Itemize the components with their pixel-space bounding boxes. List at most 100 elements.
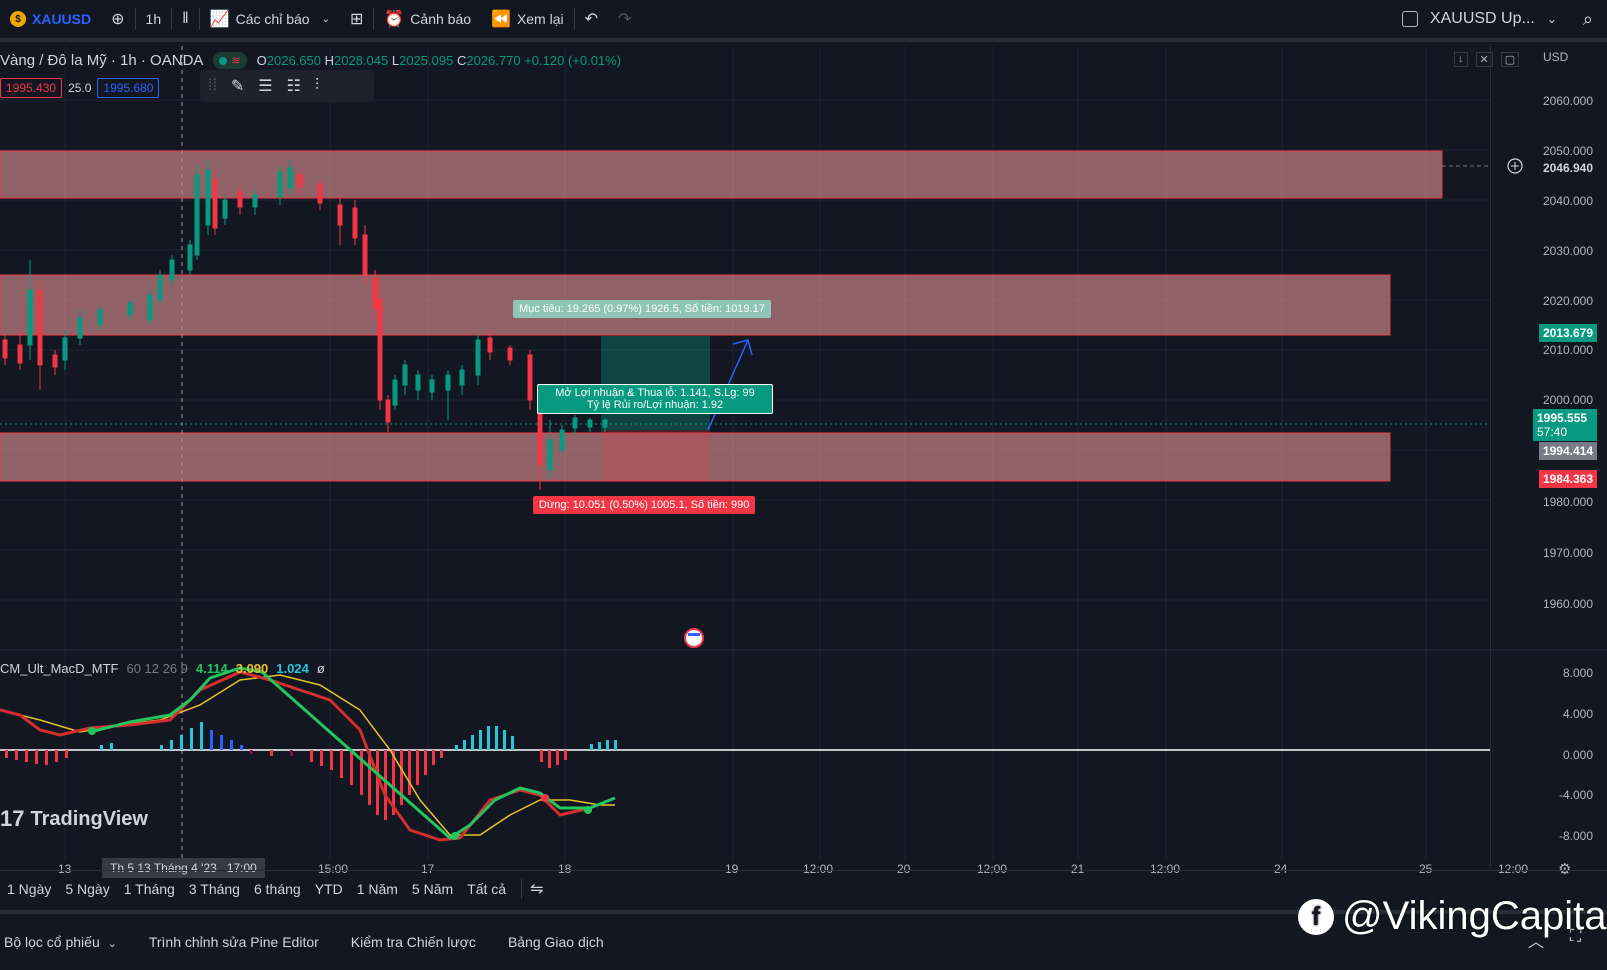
axis-tick: 2060.000 bbox=[1542, 94, 1593, 108]
goto-date-icon[interactable]: ⇋ bbox=[530, 880, 544, 898]
support-zone bbox=[0, 432, 1391, 482]
range-1m[interactable]: 1 Tháng bbox=[123, 880, 175, 897]
time-tick: 12:00 bbox=[1498, 862, 1529, 876]
add-symbol-button[interactable]: ⊕ bbox=[101, 0, 134, 38]
range-3m[interactable]: 3 Tháng bbox=[188, 880, 240, 897]
bid-price[interactable]: 1995.430 bbox=[0, 78, 63, 98]
position-target-box bbox=[601, 336, 710, 430]
interval-label: 1h bbox=[145, 11, 162, 27]
stop-label[interactable]: Dừng: 10.051 (0.50%) 1005.1, Số tiền: 99… bbox=[533, 496, 756, 514]
axis-tick: 2010.000 bbox=[1542, 343, 1593, 357]
gold-logo-icon: $ bbox=[10, 11, 26, 27]
divider bbox=[171, 8, 173, 30]
search-icon[interactable]: ⌕ bbox=[1582, 8, 1593, 29]
chart-legend: Vàng / Đô la Mỹ · 1h · OANDA ≋ O2026.650… bbox=[0, 52, 621, 69]
range-6m[interactable]: 6 tháng bbox=[253, 880, 301, 897]
chevron-down-icon: ⌄ bbox=[107, 938, 117, 950]
time-tick: 24 bbox=[1274, 862, 1288, 876]
replay-button[interactable]: ⏪ Xem lại bbox=[481, 0, 574, 38]
tab-pine-editor[interactable]: Trình chỉnh sửa Pine Editor bbox=[148, 934, 319, 950]
range-1y[interactable]: 1 Năm bbox=[356, 880, 398, 897]
drag-handle-icon[interactable]: ⁞⁞ bbox=[208, 77, 217, 94]
price-axis[interactable]: USD 2060.000 2050.000 2040.000 2030.000 … bbox=[1490, 46, 1607, 866]
axis-tick: 4.000 bbox=[1562, 707, 1593, 721]
entry-price-tag: 1994.414 bbox=[1538, 442, 1597, 460]
layouts-button[interactable]: ⊞ bbox=[340, 0, 373, 38]
macd-histogram bbox=[5, 722, 617, 820]
rewind-icon: ⏪ bbox=[491, 11, 511, 28]
tab-strategy-tester[interactable]: Kiểm tra Chiến lược bbox=[350, 934, 476, 950]
currency-selector[interactable]: USD bbox=[1543, 50, 1569, 64]
position-stop-box bbox=[601, 430, 710, 481]
time-tick: 12:00 bbox=[977, 862, 1008, 876]
interval-button[interactable]: 1h bbox=[136, 0, 172, 38]
symbol-search[interactable]: $ XAUUSD bbox=[0, 0, 101, 38]
tab-trading-panel[interactable]: Bảng Giao dịch bbox=[507, 934, 604, 950]
collapse-icon[interactable]: ✕ bbox=[1475, 52, 1493, 67]
macd-cross-dot bbox=[541, 794, 549, 802]
macd-value-2: 3.090 bbox=[235, 661, 269, 676]
price-chart[interactable] bbox=[0, 46, 1607, 886]
pitchfork-tool-icon[interactable]: ☷ bbox=[286, 78, 301, 95]
ask-price[interactable]: 1995.680 bbox=[97, 78, 160, 98]
undo-button[interactable]: ↶ bbox=[575, 0, 608, 38]
time-tick: 15:00 bbox=[318, 862, 349, 876]
time-tick: 25 bbox=[1419, 862, 1433, 876]
alarm-icon: ⏰ bbox=[384, 11, 405, 28]
date-range-bar: 1 Ngày 5 Ngày 1 Tháng 3 Tháng 6 tháng YT… bbox=[0, 870, 1607, 906]
move-down-icon[interactable]: ↓ bbox=[1454, 52, 1468, 67]
indicators-label: Các chỉ báo bbox=[235, 11, 310, 27]
macd-line-green bbox=[89, 666, 616, 840]
collapse-panel-icon[interactable]: ︿ bbox=[1528, 934, 1545, 951]
target-label[interactable]: Mục tiêu: 19.265 (0.97%) 1926.5, Số tiền… bbox=[513, 300, 771, 318]
time-axis[interactable]: 13 Th 5 13 Tháng 4 '23 17:00 15:00 17 18… bbox=[0, 858, 1607, 882]
us-event-flag-icon bbox=[684, 628, 704, 648]
indicators-button[interactable]: 📈 Các chỉ báo ⌄ bbox=[200, 0, 340, 38]
chevron-down-icon[interactable]: ⌄ bbox=[1546, 12, 1557, 26]
divider bbox=[134, 8, 136, 30]
axis-tick: 2020.000 bbox=[1542, 294, 1593, 308]
axis-tick: 1960.000 bbox=[1542, 597, 1593, 611]
position-info-line1: Mở Lợi nhuận & Thua lỗ: 1.141, S.Lg: 99 bbox=[555, 387, 755, 399]
bottom-panel-tabs: Bộ lọc cổ phiếu ⌄ Trình chỉnh sửa Pine E… bbox=[0, 910, 1607, 970]
pattern-tool-icon[interactable]: ⫶ bbox=[314, 77, 319, 94]
bar-countdown: 57:40 bbox=[1537, 425, 1568, 439]
position-info-box[interactable]: Mở Lợi nhuận & Thua lỗ: 1.141, S.Lg: 99 … bbox=[537, 384, 773, 414]
settings-gear-icon[interactable]: ⚙ bbox=[1558, 861, 1572, 878]
indicators-icon: 📈 bbox=[209, 11, 230, 28]
range-1d[interactable]: 1 Ngày bbox=[7, 880, 52, 897]
macd-cross-dot bbox=[584, 806, 592, 814]
arrow-head bbox=[732, 339, 753, 356]
fib-tool-icon[interactable]: ☰ bbox=[258, 78, 273, 95]
top-toolbar: $ XAUUSD ⊕ 1h ǁ 📈 Các chỉ báo ⌄ ⊞ ⏰ Cảnh… bbox=[0, 0, 1607, 42]
undo-icon: ↶ bbox=[584, 11, 599, 28]
tab-stock-screener[interactable]: Bộ lọc cổ phiếu ⌄ bbox=[4, 934, 117, 950]
replay-label: Xem lại bbox=[516, 11, 564, 27]
chart-type-button[interactable]: ǁ bbox=[172, 0, 199, 38]
time-tick: 12:00 bbox=[803, 862, 834, 876]
position-info-line2: Tỷ lệ Rủi ro/Lợi nhuận: 1.92 bbox=[586, 399, 724, 411]
facebook-watermark: f @VikingCapital bbox=[1298, 894, 1607, 939]
grid-icon: ⊞ bbox=[349, 11, 364, 28]
fullscreen-icon[interactable]: ⛶ bbox=[1570, 928, 1582, 945]
current-price: 1995.555 bbox=[1537, 411, 1588, 425]
maximize-icon[interactable]: ▢ bbox=[1500, 52, 1520, 67]
divider bbox=[373, 8, 375, 30]
range-5y[interactable]: 5 Năm bbox=[411, 880, 454, 897]
watchlist-label[interactable]: XAUUSD Up... bbox=[1429, 10, 1535, 27]
axis-tick: 2040.000 bbox=[1542, 194, 1593, 208]
redo-button[interactable]: ↷ bbox=[608, 0, 641, 38]
time-tick: 17 bbox=[421, 862, 435, 876]
line-tool-icon[interactable]: ✎ bbox=[230, 78, 245, 95]
axis-tick: 1970.000 bbox=[1542, 546, 1593, 560]
time-tick: 21 bbox=[1071, 862, 1085, 876]
crosshair-time-label: Th 5 13 Tháng 4 '23 17:00 bbox=[102, 858, 265, 878]
alerts-button[interactable]: ⏰ Cảnh báo bbox=[374, 0, 481, 38]
time-tick: 19 bbox=[725, 862, 739, 876]
range-all[interactable]: Tất cả bbox=[467, 880, 507, 897]
range-5d[interactable]: 5 Ngày bbox=[65, 880, 110, 897]
range-ytd[interactable]: YTD bbox=[314, 880, 343, 897]
tradingview-text: TradingView bbox=[30, 807, 148, 830]
watchlist-checkbox[interactable] bbox=[1401, 11, 1418, 27]
current-price-tag: 1995.555 57:40 bbox=[1533, 409, 1597, 441]
